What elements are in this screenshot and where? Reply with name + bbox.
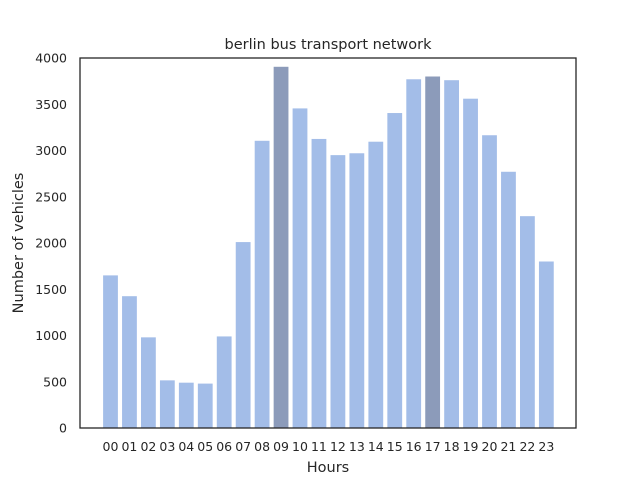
x-tick-label: 05: [197, 439, 213, 454]
y-tick-label: 1000: [35, 328, 67, 343]
bar-22: [520, 216, 535, 428]
x-tick-label: 01: [121, 439, 137, 454]
y-tick-label: 2500: [35, 189, 67, 204]
x-tick-label: 17: [425, 439, 441, 454]
x-tick-label: 18: [444, 439, 460, 454]
y-axis-label: Number of vehicles: [11, 173, 27, 314]
y-ticks-group: 0 500 1000 1500 2000 2500 3000 3500 4000: [35, 51, 67, 436]
x-ticks-group: 00 01 02 03 04 05 06 07 08 09 10 11 12 13 14 15 16 17 18 19…: [103, 439, 555, 454]
y-tick-label: 500: [43, 374, 67, 389]
x-tick-label: 06: [216, 439, 232, 454]
chart-title: berlin bus transport network: [225, 37, 433, 53]
bar-09: [273, 66, 289, 428]
x-tick-label: 03: [159, 439, 175, 454]
y-tick-label: 1500: [35, 282, 67, 297]
x-tick-label: 19: [463, 439, 479, 454]
x-tick-label: 13: [349, 439, 365, 454]
x-tick-label: 15: [387, 439, 403, 454]
x-tick-label: 09: [273, 439, 289, 454]
bar-00: [103, 275, 118, 429]
bar-20: [482, 135, 497, 429]
bar-19: [463, 98, 478, 428]
x-tick-label: 02: [140, 439, 156, 454]
bar-05: [197, 383, 213, 428]
plot-frame: [79, 57, 577, 429]
bar-08: [254, 140, 270, 429]
bar-16: [406, 79, 422, 429]
bar-06: [216, 336, 232, 428]
x-tick-label: 08: [254, 439, 270, 454]
bar-18: [444, 80, 459, 428]
x-tick-label: 21: [500, 439, 516, 454]
x-tick-label: 11: [311, 439, 327, 454]
bar-07: [235, 242, 251, 428]
x-tick-label: 23: [538, 439, 554, 454]
bar-12: [330, 155, 346, 429]
x-tick-label: 22: [519, 439, 535, 454]
x-tick-label: 14: [368, 439, 384, 454]
y-tick-label: 2000: [35, 236, 67, 251]
bar-15: [387, 113, 403, 428]
bar-17: [425, 76, 441, 428]
bar-03: [159, 380, 175, 428]
bar-11: [311, 138, 327, 428]
x-axis-label: Hours: [307, 460, 349, 476]
x-tick-label: 12: [330, 439, 346, 454]
bar-04: [178, 382, 194, 428]
x-tick-label: 07: [235, 439, 251, 454]
bars-group: [103, 66, 554, 429]
bar-13: [349, 153, 365, 428]
bar-01: [122, 296, 137, 428]
y-tick-label: 3000: [35, 143, 67, 158]
bar-10: [292, 108, 308, 428]
x-tick-label: 00: [103, 439, 119, 454]
x-tick-label: 04: [178, 439, 194, 454]
y-tick-label: 0: [59, 421, 67, 436]
y-tick-label: 3500: [35, 97, 67, 112]
bar-21: [501, 171, 516, 428]
bar-14: [368, 141, 384, 428]
x-tick-label: 16: [406, 439, 422, 454]
x-tick-label: 10: [292, 439, 308, 454]
x-tick-label: 20: [482, 439, 498, 454]
bar-23: [538, 261, 554, 428]
y-tick-label: 4000: [35, 51, 67, 66]
bar-02: [141, 337, 156, 428]
